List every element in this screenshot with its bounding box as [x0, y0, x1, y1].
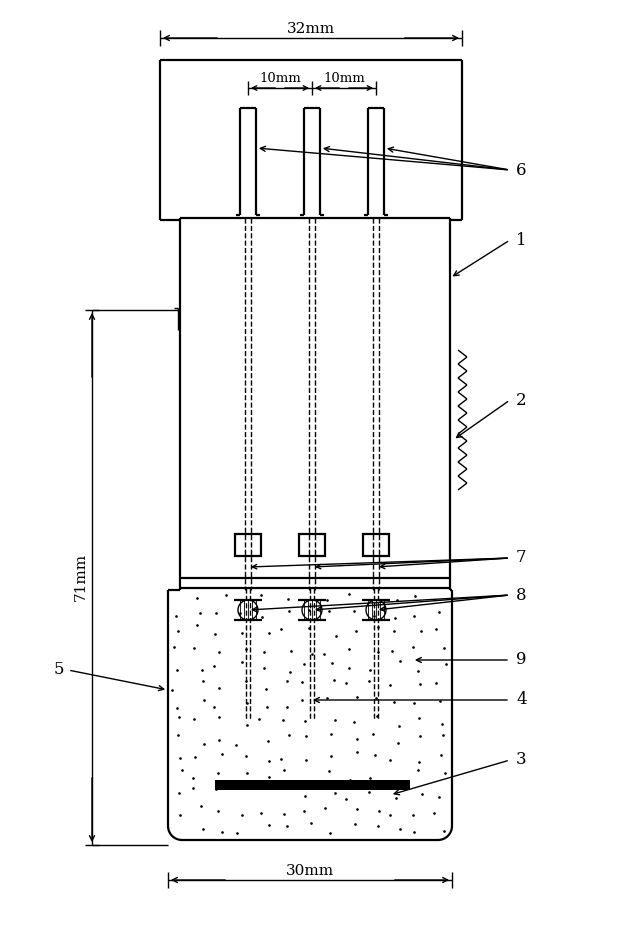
- Bar: [299, 534, 325, 556]
- Text: 2: 2: [516, 392, 527, 409]
- Text: 6: 6: [516, 161, 527, 178]
- Text: 32mm: 32mm: [287, 22, 335, 36]
- Text: 9: 9: [516, 651, 527, 668]
- Bar: [235, 534, 261, 556]
- Text: 4: 4: [516, 691, 527, 708]
- Text: 3: 3: [516, 752, 527, 769]
- Text: 10mm: 10mm: [259, 72, 301, 85]
- Text: 8: 8: [516, 587, 527, 604]
- Bar: [215, 780, 410, 790]
- Text: 7: 7: [516, 550, 527, 567]
- Text: 71mm: 71mm: [74, 553, 88, 601]
- Text: 1: 1: [516, 231, 527, 248]
- Text: 30mm: 30mm: [286, 864, 334, 878]
- Bar: [363, 534, 389, 556]
- Text: 10mm: 10mm: [323, 72, 365, 85]
- Text: 5: 5: [54, 662, 64, 679]
